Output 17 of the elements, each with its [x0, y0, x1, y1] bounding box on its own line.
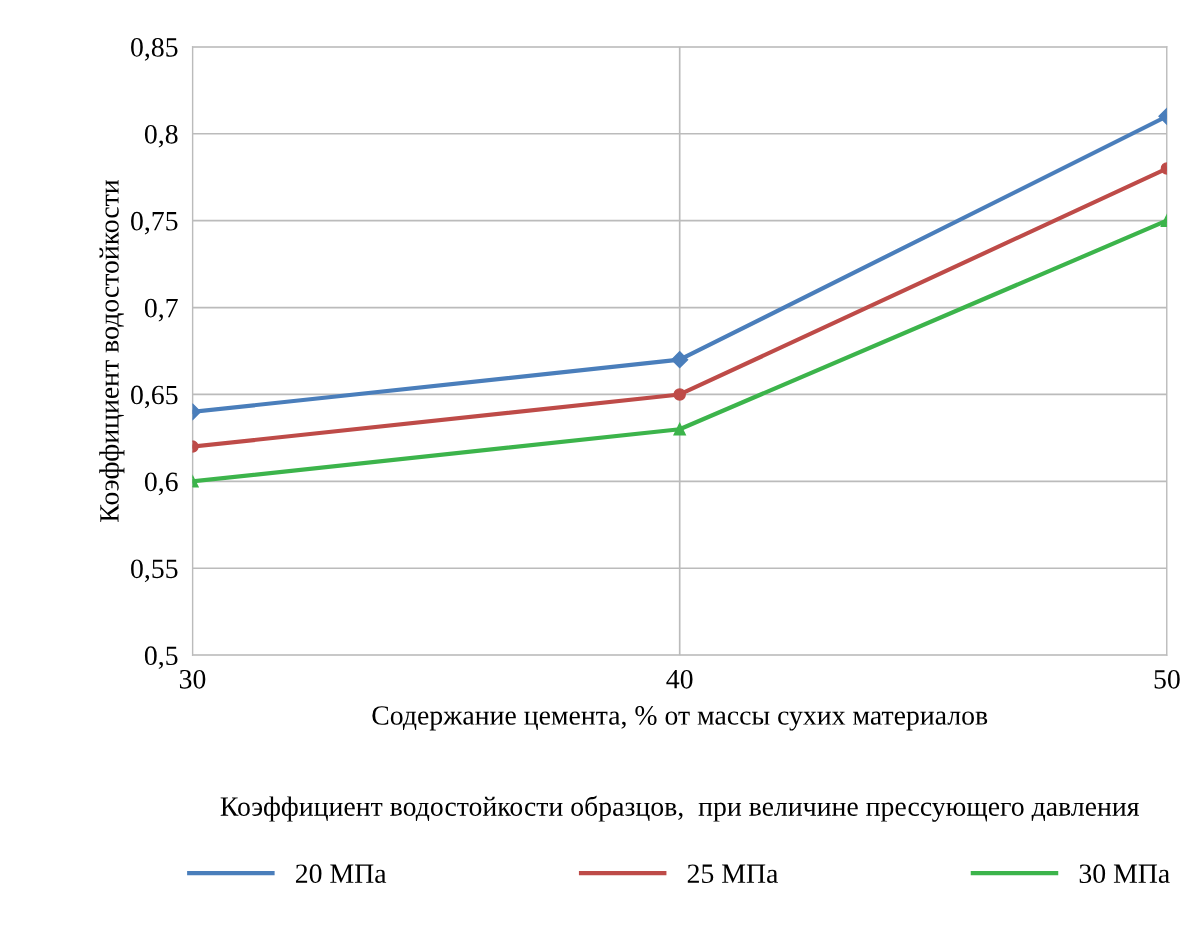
y-tick-label: 0,5 — [144, 646, 178, 670]
legend-label: 30 МПа — [1079, 864, 1170, 884]
y-tick-label: 0,75 — [131, 211, 178, 235]
y-tick-label: 0,85 — [131, 37, 178, 61]
y-tick-label: 0,8 — [144, 124, 178, 148]
x-tick-label: 30 — [179, 669, 206, 689]
x-tick-label: 40 — [666, 669, 693, 689]
x-tick-label: 50 — [1154, 669, 1180, 689]
y-tick-label: 0,6 — [144, 472, 178, 496]
legend-title: Коэффициент водостойкости образцов, при величине прессующего давления — [220, 795, 1139, 822]
y-tick-label: 0,65 — [131, 385, 178, 409]
legend-label: 20 МПа — [295, 864, 387, 884]
y-tick-label: 0,7 — [144, 298, 178, 322]
legend-label: 25 МПа — [687, 864, 778, 884]
x-axis-title: Содержание цемента, % от массы сухих материалов — [372, 706, 988, 731]
y-tick-label: 0,55 — [131, 559, 178, 583]
y-axis-title: Коэффициент водостойкости — [99, 179, 125, 522]
